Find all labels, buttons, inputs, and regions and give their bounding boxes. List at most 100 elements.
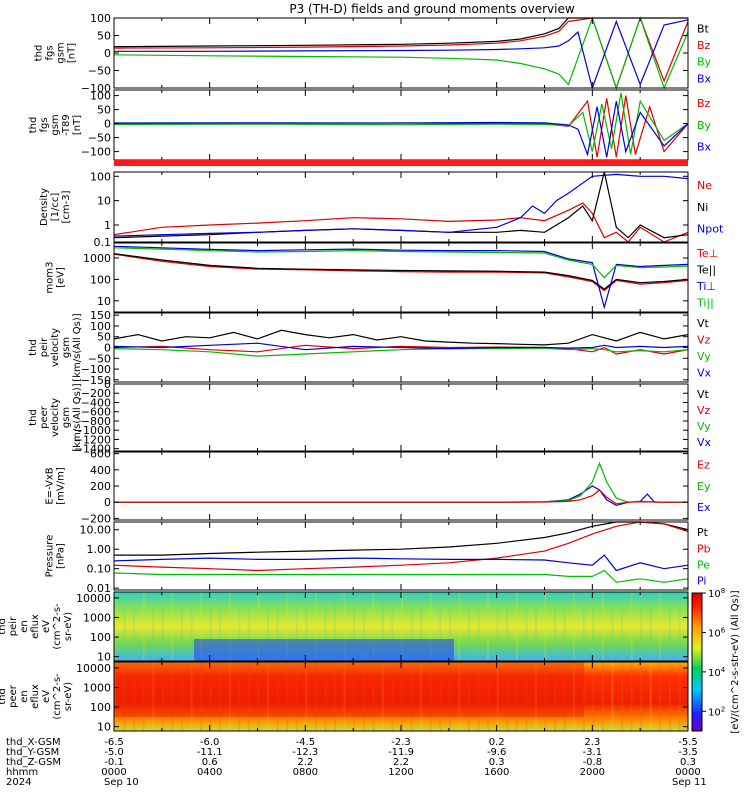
panel-3: 100 10 1 0.1 Density [1/cc] [cm-3] Ne Ni Npot: [39, 170, 724, 249]
y-axis-label: [nT]: [72, 115, 83, 135]
spectrogram-texture: [659, 662, 662, 731]
y-tick-label: 1000: [83, 252, 111, 265]
spectrogram-texture: [362, 662, 365, 731]
y-axis-label: thd: [0, 618, 8, 635]
spectrogram-texture: [477, 592, 480, 661]
series-Pb-line: [113, 521, 689, 572]
colorbar: 108 106 104 102 [eV/(cm^2-s-str-eV) (All Qs)…: [691, 587, 741, 734]
spectrogram-texture: [554, 662, 557, 731]
x-row-value: -11.1: [197, 747, 223, 758]
y-tick-label: 0.01: [87, 582, 112, 595]
spectrogram-texture: [247, 662, 250, 731]
x-row-value: 0000: [101, 767, 126, 778]
spectrogram-texture: [372, 662, 375, 731]
y-tick-label: −1200: [74, 433, 111, 446]
spectrogram-texture: [429, 592, 432, 661]
series-Bx-line: [114, 19, 689, 91]
y-tick-label: −600: [81, 406, 111, 419]
y-axis-label: gsm: [56, 42, 67, 63]
y-tick-label: 10000: [76, 592, 111, 605]
spectrogram-texture: [592, 662, 595, 731]
y-axis-label: sr-eV): [63, 682, 74, 711]
colorbar-tick-label: 108: [708, 587, 725, 600]
spectrogram-texture: [649, 662, 652, 731]
y-axis-label: fgs: [45, 45, 56, 60]
y-tick-label: 0.10: [87, 563, 112, 576]
y-axis-label: velocity: [50, 328, 61, 367]
spectrogram-texture: [649, 592, 652, 661]
y-tick-label: 100: [90, 631, 111, 644]
spectrogram-texture: [630, 592, 633, 661]
y-tick-label: 1000: [83, 681, 111, 694]
panel-9: 10000 1000 100 10 thd peir en eflux eV (cm^2-s-sr…: [0, 591, 689, 664]
spectrogram-texture: [161, 662, 164, 731]
spectrogram-texture: [563, 592, 566, 661]
y-tick-label: 1: [104, 219, 111, 232]
y-axis-label: en: [19, 690, 30, 703]
panel-4: 1000 100 10 mom3 [eV] Te⊥ Te|| Ti⊥ Ti||: [45, 242, 718, 313]
series-Vt-line: [113, 329, 689, 346]
legend-entry: Ne: [697, 179, 712, 192]
y-axis-label: (cm^2-s-: [52, 603, 63, 650]
spectrogram-texture: [362, 592, 365, 661]
y-tick-label: 0: [104, 342, 111, 355]
y-axis-label: peer: [39, 405, 50, 429]
spectrogram-texture: [200, 662, 203, 731]
panel-6: 0−200−400−600−800−1000−1200−1400 thd peer v…: [28, 378, 712, 456]
spectrogram-texture: [123, 662, 126, 731]
y-tick-label: 50: [97, 30, 111, 43]
y-axis-label: sr-eV): [63, 612, 74, 641]
spectrogram-texture: [391, 592, 394, 661]
spectrogram-texture: [487, 662, 490, 731]
y-tick-label: −50: [88, 132, 111, 145]
x-row-value: 0400: [197, 767, 222, 778]
spectrogram-texture: [506, 592, 509, 661]
y-tick-label: 0: [104, 47, 111, 60]
spectrogram-texture: [410, 592, 413, 661]
spectrogram-texture: [228, 662, 231, 731]
y-axis-label: eV: [41, 620, 52, 633]
y-tick-label: 0: [104, 378, 111, 391]
spectrogram-low-energy-band: [194, 639, 454, 661]
y-tick-label: −200: [81, 387, 111, 400]
spectrogram-texture: [133, 662, 136, 731]
y-axis-label: (cm^2-s-: [52, 673, 63, 720]
panel-frame: [113, 521, 689, 591]
colorbar-label: [eV/(cm^2-s-str-eV) (All Qs)]: [730, 590, 741, 733]
x-row-value: -3.1: [583, 747, 603, 758]
panel-10: 10000 1000 100 10 thd peer en eflux eV (cm^2-s-sr…: [0, 661, 689, 734]
legend-entry: Ez: [697, 459, 710, 472]
spectrogram-texture: [257, 592, 260, 661]
legend-entry: Ey: [697, 480, 711, 493]
spectrogram-texture: [467, 592, 470, 661]
legend-entry: Ni: [697, 201, 708, 214]
spectrogram-texture: [267, 592, 270, 661]
panel-frame: [113, 242, 689, 313]
y-axis-label: [km/s(All Qs)]: [72, 383, 83, 451]
y-axis-label: eflux: [30, 684, 41, 709]
spectrogram-texture: [180, 592, 183, 661]
spectrogram-texture: [257, 662, 260, 731]
y-tick-label: 100: [90, 320, 111, 333]
y-axis-label: thd: [0, 688, 8, 705]
spectrogram-texture: [487, 592, 490, 661]
y-axis-label: [km/s(All Qs)]: [72, 313, 83, 381]
y-tick-label: −100: [81, 82, 111, 95]
y-axis-label: [nPa]: [56, 543, 67, 569]
spectrogram-texture: [448, 662, 451, 731]
legend-entry: Vz: [697, 334, 711, 347]
colorbar-tick-label: 106: [708, 626, 726, 639]
x-row-value: -3.5: [678, 747, 698, 758]
spectrogram-texture: [534, 662, 537, 731]
colorbar-tick-label: 102: [708, 705, 725, 718]
legend-entry: By: [697, 56, 712, 69]
spectrogram-texture: [295, 592, 298, 661]
spectrogram-texture: [190, 662, 193, 731]
spectrogram-texture: [439, 592, 442, 661]
series-Pi-line: [113, 554, 689, 572]
x-row-value: 0.3: [680, 757, 696, 768]
y-axis-label: gsm: [61, 407, 72, 428]
y-tick-label: 0: [104, 496, 111, 509]
panel-7: 600 400 200 0 −200 E=-VxB [mV/m] Ez Ey Ex: [45, 448, 711, 526]
colorbar-tick-label: 104: [708, 666, 726, 679]
